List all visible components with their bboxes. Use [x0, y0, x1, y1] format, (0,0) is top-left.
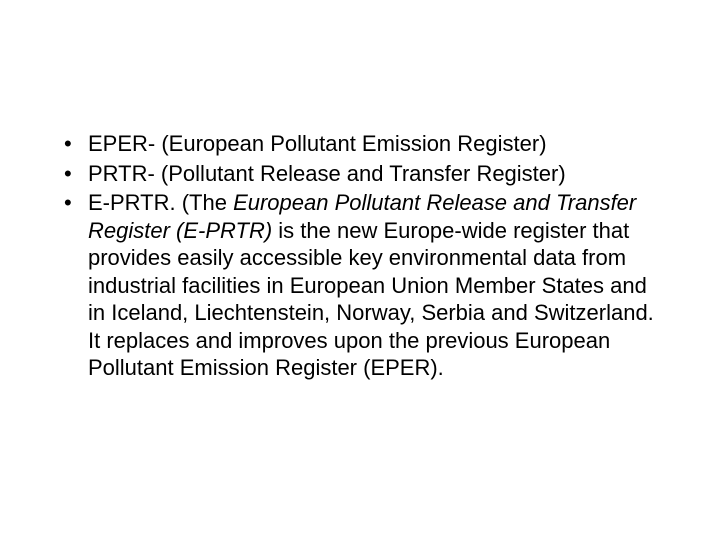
list-item: E-PRTR. (The European Pollutant Release … — [60, 189, 660, 382]
bullet-text-part: E-PRTR. (The — [88, 190, 233, 215]
list-item: PRTR- (Pollutant Release and Transfer Re… — [60, 160, 660, 188]
bullet-text-part: EPER- (European Pollutant Emission Regis… — [88, 131, 547, 156]
bullet-list: EPER- (European Pollutant Emission Regis… — [60, 130, 660, 382]
bullet-text-part: PRTR- (Pollutant Release and Transfer Re… — [88, 161, 566, 186]
list-item: EPER- (European Pollutant Emission Regis… — [60, 130, 660, 158]
